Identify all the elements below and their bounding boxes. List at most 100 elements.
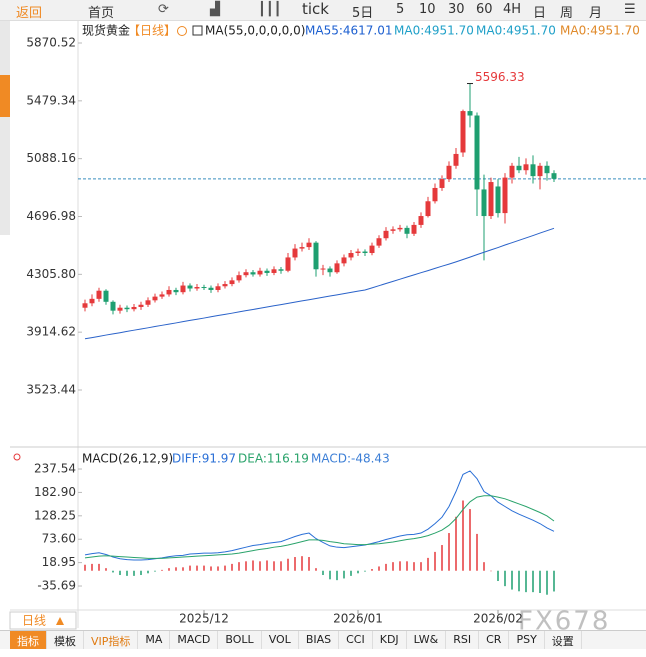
chart-button[interactable]: ▟ [210,2,220,17]
period-select-label[interactable]: 日线 [22,614,46,628]
tab[interactable]: BOLL [218,631,262,649]
tab[interactable]: 模板 [47,631,84,649]
period-button[interactable]: 5日 [352,6,374,21]
macd-bar [469,509,471,571]
y-tick-label: 128.25 [34,508,76,522]
macd-bar [364,570,366,572]
tick-button[interactable]: tick [302,0,329,18]
candle-body [103,290,109,302]
candle-body [439,179,445,188]
period-button[interactable]: 4H [503,2,522,17]
candle-body [362,251,368,254]
candle-body [446,165,452,180]
tab[interactable]: PSY [509,631,545,649]
toggle-icon[interactable] [177,26,187,36]
tab[interactable]: BIAS [299,631,340,649]
candle-body [264,270,270,273]
candle-body [96,290,102,299]
candle-body [292,248,298,258]
candle-body [474,115,480,190]
candle-body [89,298,95,304]
macd-bar [315,568,317,571]
candle-body [187,285,193,289]
candle-body [159,294,165,297]
tab[interactable]: CCI [339,631,373,649]
macd-bar [252,560,254,571]
diff-line [84,470,555,561]
macd-bar [357,570,359,574]
y-tick-label: 18.95 [42,555,76,569]
period-arrow [56,617,64,625]
candle-button[interactable]: ┃┃┃ [258,2,282,17]
macd-bar [336,570,338,581]
macd-bar [175,567,177,571]
y-tick-label: 4696.98 [26,209,76,223]
candle-body [502,177,508,214]
macd-bar [231,563,233,571]
macd-bar [147,570,149,574]
tab[interactable]: MACD [170,631,219,649]
macd-bar [217,566,219,571]
x-tick-label: 2025/12 [179,612,229,626]
period-button[interactable]: 60 [476,2,493,17]
macd-bar [490,570,492,572]
period-button[interactable]: 日 [533,6,547,21]
indicator: MA(55,0,0,0,0,0) [205,24,305,38]
period-button[interactable]: 5 [396,2,405,17]
candle-body [348,253,354,258]
tab[interactable]: RSI [446,631,480,649]
macd-bar [532,570,534,593]
tab[interactable]: MA [138,631,171,649]
candle-body [334,263,340,273]
tab[interactable]: KDJ [373,631,407,649]
back-button[interactable]: 返回 [16,6,43,21]
candle-body [257,270,263,275]
period-button[interactable]: 月 [589,6,603,21]
macd-bar [413,562,415,571]
tab[interactable]: LW& [407,631,447,649]
refresh-button[interactable]: ⟳ [158,2,169,17]
candle-body [523,164,529,171]
macd-bar [350,570,352,576]
macd-bar [91,563,93,571]
period-button[interactable]: 10 [419,2,436,17]
legend: DIFF:91.97 [172,452,236,466]
macd-bar [210,566,212,571]
tab[interactable]: VOL [262,631,299,649]
tab[interactable]: CR [479,631,510,649]
macd-bar [504,570,506,587]
candle-body [250,272,256,275]
macd-bar [406,561,408,571]
candle-body [460,111,466,153]
tab[interactable]: VIP指标 [84,631,139,649]
macd-bar [98,563,100,571]
candle-body [173,289,179,293]
y-tick-label: -35.69 [37,579,76,593]
macd-bar [112,570,114,573]
candle-body [145,300,151,305]
y-tick-label: 237.54 [34,462,76,476]
settings-icon[interactable] [13,453,21,461]
macd-bar [455,516,457,571]
tab[interactable]: 指标 [10,631,47,649]
ma-line [84,227,555,340]
legend: MACD:-48.43 [311,452,390,466]
period-button[interactable]: 周 [560,6,574,21]
period-button[interactable]: 30 [448,2,465,17]
candle-body [236,275,242,281]
menu-button[interactable]: ☰ [624,2,636,17]
macd-bar [105,568,107,571]
macd-bar [196,565,198,571]
tab[interactable]: 设置 [545,631,582,649]
macd-bar [308,557,310,571]
macd-bar [392,562,394,571]
candle-body [411,224,417,234]
macd-bar [343,570,345,579]
legend: MA0:4951.70 [476,24,556,38]
candle-body [383,230,389,239]
legend: MA0:4951.70 [560,24,640,38]
legend: MA0:4951.70 [394,24,474,38]
home-button[interactable]: 首页 [88,6,115,21]
y-tick-label: 5479.34 [26,93,76,107]
